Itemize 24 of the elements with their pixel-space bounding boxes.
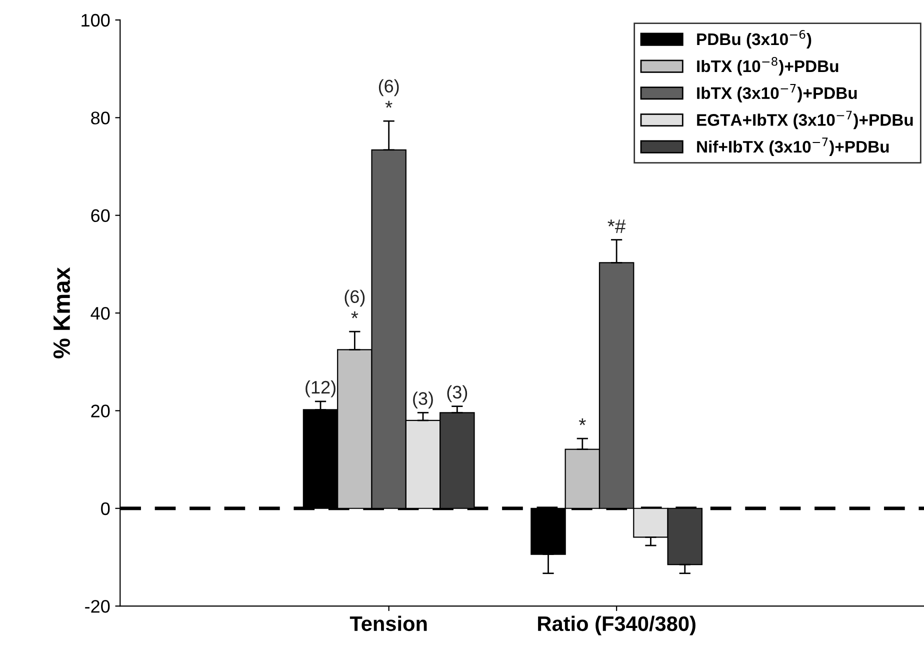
annotation: (6) — [378, 79, 399, 96]
annotation: (3) — [413, 392, 433, 408]
annotation: (3) — [447, 385, 468, 402]
y-tick-label: 40 — [90, 306, 110, 320]
data-label: * — [351, 311, 358, 318]
y-axis-title: % Kmax — [53, 267, 70, 358]
annotation: (12) — [306, 380, 336, 398]
legend-label: PDBu (3x10$^{−6}$) — [697, 30, 812, 48]
y-tick-label: 20 — [91, 404, 110, 418]
y-tick-label: 100 — [82, 14, 110, 27]
legend-label: IbTX (10$^{−8}$)+PDBu — [697, 56, 838, 76]
x-tick-label: Ratio (F340/380) — [538, 616, 696, 636]
annotation: (6) — [344, 290, 365, 307]
y-tick-label: -20 — [85, 600, 110, 613]
data-label: * — [385, 100, 392, 108]
x-tick-label: Tension — [350, 616, 427, 632]
data-label: * — [578, 418, 586, 426]
y-tick-label: 0 — [101, 502, 110, 516]
y-tick-label: 80 — [91, 112, 110, 124]
y-tick-label: 60 — [91, 209, 110, 222]
legend-label: EGTA+IbTX (3x10$^{−7}$)+PDBu — [697, 110, 913, 130]
legend-label: IbTX (3x10$^{−7}$)+PDBu — [697, 84, 857, 102]
data-label: *# — [608, 220, 626, 233]
legend-label: Nif+IbTX (3x10$^{−7}$)+PDBu — [697, 138, 889, 156]
